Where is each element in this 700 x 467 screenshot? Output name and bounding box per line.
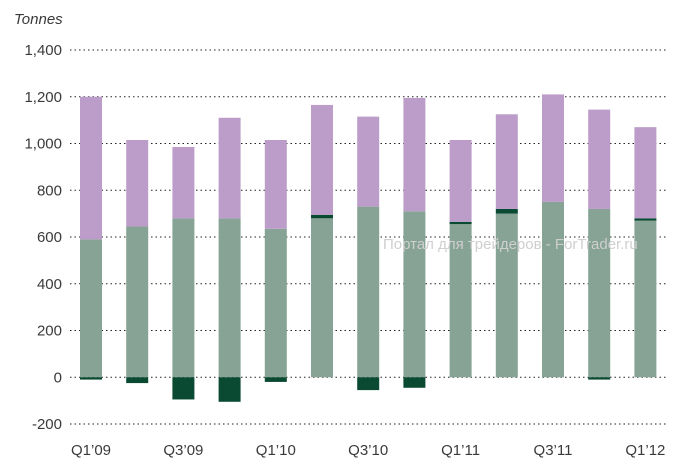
y-tick-label: 1,000 (24, 136, 62, 153)
x-tick-label: Q3’09 (163, 442, 203, 459)
x-tick-label: Q1’12 (625, 442, 665, 459)
watermark-text: Портал для трейдеров - ForTrader.ru (383, 236, 638, 253)
bar-segment-series-2 (495, 208, 518, 214)
bar-segment-series-1 (634, 220, 657, 378)
x-tick-label: Q1’09 (71, 442, 111, 459)
x-axis-tick-labels: Q1’09 Q3’09 Q1’10 Q3’10 Q1’11 Q3’11 Q1’12 (71, 442, 665, 459)
bar-segment-series-1 (126, 226, 149, 378)
y-tick-label: 200 (37, 323, 62, 340)
bar-segment-series-3 (403, 97, 426, 212)
bar-segment-series-2 (403, 377, 426, 388)
x-tick-label: Q3’11 (534, 442, 573, 459)
bar-segment-series-3 (449, 139, 472, 222)
bar-segment-series-1 (311, 218, 333, 378)
bar-segment-series-3 (495, 114, 518, 209)
bar-segment-series-3 (264, 139, 287, 229)
bar-segment-series-1 (449, 224, 472, 378)
bar-segment-series-3 (311, 104, 333, 215)
y-axis-unit-label: Tonnes (14, 11, 63, 28)
bar-segment-series-2 (588, 377, 611, 380)
bars (80, 94, 657, 402)
bar-segment-series-3 (126, 139, 149, 227)
y-tick-label: 1,400 (24, 42, 62, 59)
bar-segment-series-3 (80, 96, 102, 240)
bar-segment-series-2 (80, 377, 102, 380)
bar-segment-series-3 (357, 116, 380, 207)
bar-segment-series-1 (172, 218, 195, 378)
bar-segment-series-1 (588, 208, 611, 378)
bar-segment-series-3 (218, 117, 241, 219)
bar-segment-series-1 (218, 218, 241, 378)
bar-segment-series-3 (588, 109, 611, 209)
bar-segment-series-1 (403, 211, 426, 378)
y-tick-label: 1,200 (24, 89, 62, 106)
x-tick-label: Q1’10 (256, 442, 296, 459)
bar-segment-series-1 (80, 239, 102, 378)
bar-segment-series-2 (311, 214, 333, 219)
bar-segment-series-2 (126, 377, 149, 384)
bar-segment-series-3 (634, 127, 657, 219)
bar-segment-series-1 (542, 201, 564, 378)
bar-segment-series-2 (264, 377, 287, 382)
bar-segment-series-1 (264, 228, 287, 378)
y-tick-label: 0 (54, 369, 62, 386)
bar-segment-series-3 (172, 147, 195, 219)
y-tick-label: -200 (32, 416, 62, 433)
y-tick-label: 600 (37, 229, 62, 246)
x-tick-label: Q3’10 (348, 442, 388, 459)
gridlines (70, 49, 668, 425)
bar-segment-series-2 (634, 218, 657, 221)
bar-segment-series-1 (495, 213, 518, 378)
bar-segment-series-2 (449, 221, 472, 225)
bar-segment-series-1 (357, 206, 380, 378)
bar-segment-series-2 (218, 377, 241, 402)
x-tick-label: Q1’11 (441, 442, 480, 459)
bar-segment-series-3 (542, 94, 564, 202)
bar-segment-series-2 (357, 377, 380, 391)
y-tick-label: 800 (37, 182, 62, 199)
y-axis-tick-labels: -200 0 200 400 600 800 1,000 1,200 1,400 (24, 42, 62, 433)
bar-segment-series-2 (172, 377, 195, 400)
y-tick-label: 400 (37, 276, 62, 293)
